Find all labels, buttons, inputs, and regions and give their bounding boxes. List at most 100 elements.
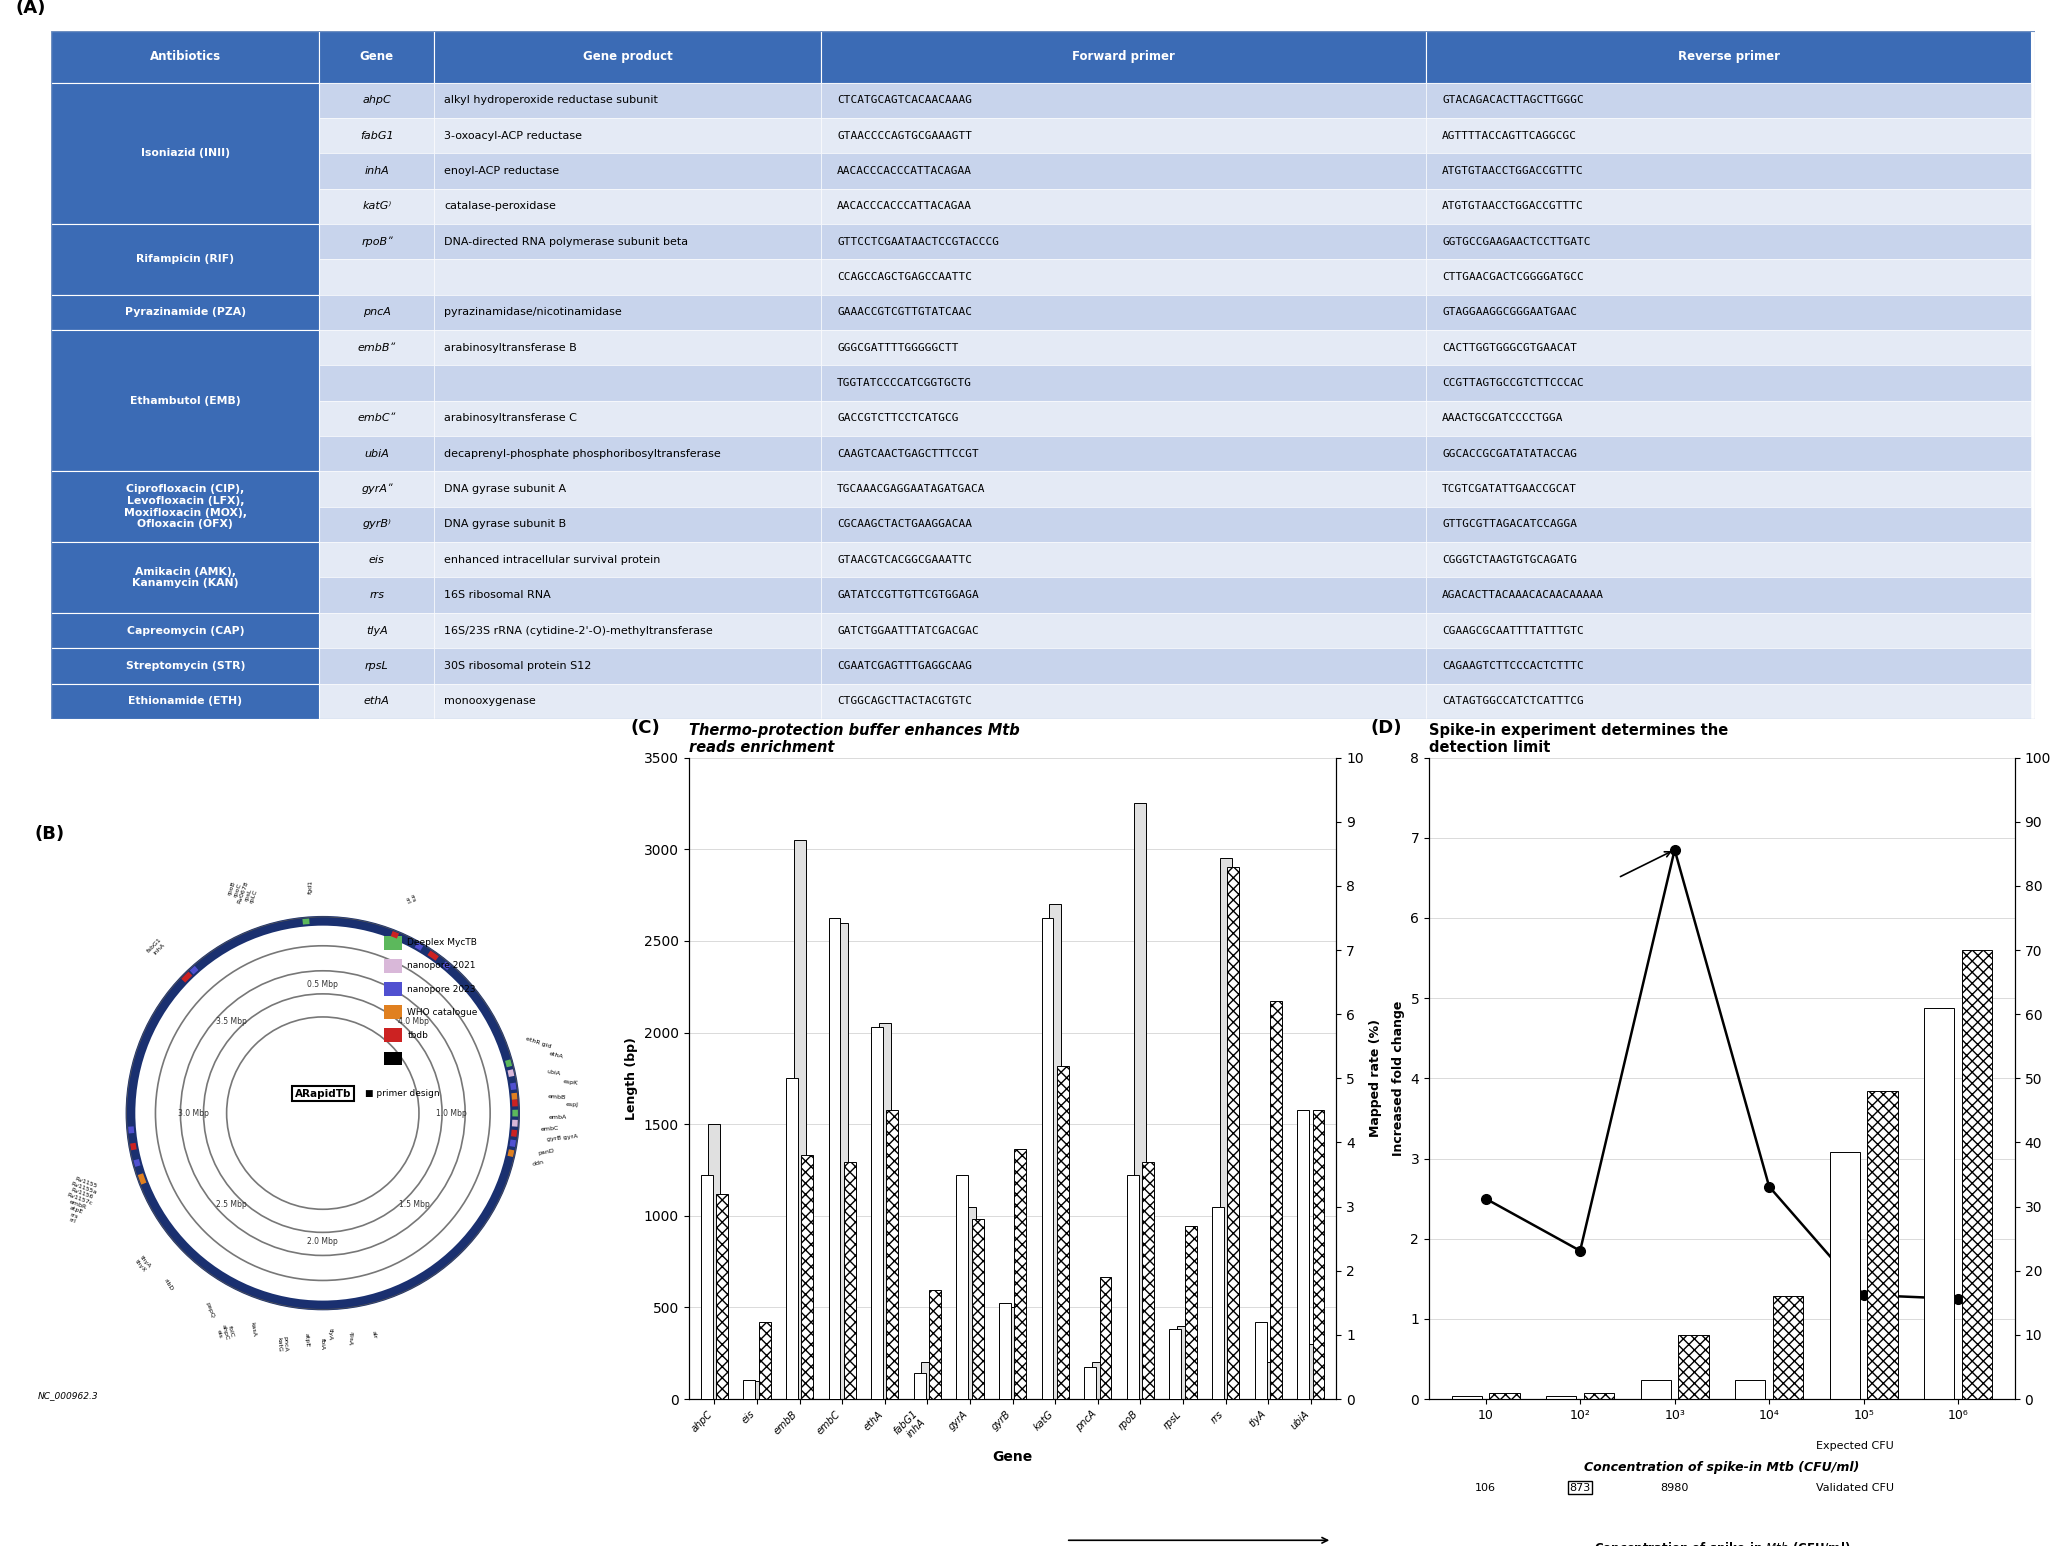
Bar (1297, 1110, 1310, 1399)
Bar (319, 543, 434, 578)
Text: Antibiotics: Antibiotics (150, 49, 220, 63)
Bar (1427, 82, 2031, 117)
Bar (1678, 1334, 1709, 1399)
Bar (1084, 1367, 1096, 1399)
Text: ATGTGTAACCTGGACCGTTTC: ATGTGTAACCTGGACCGTTTC (1441, 201, 1583, 212)
Bar (434, 153, 820, 189)
Bar (319, 189, 434, 224)
Text: 16S ribosomal RNA: 16S ribosomal RNA (444, 591, 551, 600)
Text: 3-oxoacyl-ACP reductase: 3-oxoacyl-ACP reductase (444, 130, 582, 141)
Bar (820, 436, 1427, 472)
Bar (1546, 1396, 1577, 1399)
Text: rpsA: rpsA (347, 1331, 354, 1345)
Bar (1271, 1002, 1281, 1399)
Bar (1427, 507, 2031, 543)
Text: 2.0 Mbp: 2.0 Mbp (308, 1237, 337, 1246)
Bar (1427, 31, 2031, 82)
Y-axis label: Mapped rate (%): Mapped rate (%) (1369, 1019, 1382, 1138)
Bar (1427, 189, 2031, 224)
Bar (1427, 400, 2031, 436)
Text: CCGTTAGTGCCGTCTTCCCAC: CCGTTAGTGCCGTCTTCCCAC (1441, 379, 1583, 388)
Text: GTAACCCCAGTGCGAAAGTT: GTAACCCCAGTGCGAAAGTT (837, 130, 972, 141)
Bar (319, 117, 434, 153)
Text: Amikacin (AMK),
Kanamycin (KAN): Amikacin (AMK), Kanamycin (KAN) (132, 567, 238, 589)
Text: GAAACCGTCGTTGTATCAAC: GAAACCGTCGTTGTATCAAC (837, 308, 972, 317)
Bar (1254, 1322, 1266, 1399)
Bar (820, 189, 1427, 224)
Text: Ethionamide (ETH): Ethionamide (ETH) (127, 696, 243, 707)
Bar (384, 982, 401, 996)
Text: CGAAGCGCAATTTTATTTGTC: CGAAGCGCAATTTTATTTGTC (1441, 626, 1583, 635)
Text: 106: 106 (1474, 1483, 1497, 1492)
Bar (956, 1175, 968, 1399)
Bar (1583, 1393, 1614, 1399)
Text: Reverse primer: Reverse primer (1678, 49, 1780, 63)
Bar (820, 612, 1427, 648)
Text: rpoB
rpoC
Rv0678
rpsL
rpLC: rpoB rpoC Rv0678 rpsL rpLC (226, 877, 259, 909)
Bar (820, 472, 1427, 507)
Text: AAACTGCGATCCCCTGGA: AAACTGCGATCCCCTGGA (1441, 413, 1565, 424)
Bar (434, 31, 820, 82)
Text: Deeplex MycTB: Deeplex MycTB (407, 938, 477, 948)
Bar (434, 117, 820, 153)
Text: 1.0 Mbp: 1.0 Mbp (436, 1108, 467, 1118)
Text: fabG1
inhA: fabG1 inhA (146, 937, 167, 957)
Bar (964, 1206, 977, 1399)
Text: gyrB gyrA: gyrB gyrA (547, 1135, 578, 1142)
Text: embA: embA (549, 1115, 567, 1119)
Bar (1961, 949, 1992, 1399)
Text: CTTGAACGACTCGGGGATGCC: CTTGAACGACTCGGGGATGCC (1441, 272, 1583, 281)
Bar (794, 839, 806, 1399)
Text: ddn: ddn (533, 1160, 545, 1167)
Bar (820, 507, 1427, 543)
Bar (319, 82, 434, 117)
Bar (1135, 804, 1147, 1399)
Text: alr: alr (370, 1330, 376, 1339)
Bar (51, 295, 319, 329)
Bar (319, 295, 434, 329)
Bar (434, 683, 820, 719)
Bar (1092, 1362, 1104, 1399)
Bar (51, 31, 319, 82)
Text: tlyA: tlyA (327, 1328, 333, 1340)
Text: fabG1: fabG1 (360, 130, 393, 141)
Text: ubiA: ubiA (364, 448, 389, 459)
Bar (820, 117, 1427, 153)
Bar (434, 648, 820, 683)
Text: DNA-directed RNA polymerase subunit beta: DNA-directed RNA polymerase subunit beta (444, 237, 689, 247)
Bar (384, 1028, 401, 1042)
Text: CGGGTCTAAGTGTGCAGATG: CGGGTCTAAGTGTGCAGATG (1441, 555, 1577, 564)
Bar (820, 153, 1427, 189)
Bar (1227, 867, 1240, 1399)
Bar (51, 683, 319, 719)
Bar (701, 1175, 713, 1399)
Text: kasA: kasA (249, 1322, 257, 1337)
Bar (384, 1051, 401, 1065)
X-axis label: Gene: Gene (993, 1450, 1032, 1464)
Text: ribD: ribD (162, 1277, 175, 1291)
Text: AACACCCACCCATTACAGAA: AACACCCACCCATTACAGAA (837, 165, 972, 176)
Text: GTTCCTCGAATAACTCCGTACCCG: GTTCCTCGAATAACTCCGTACCCG (837, 237, 999, 247)
Bar (1143, 1161, 1153, 1399)
Text: ahpC: ahpC (362, 96, 391, 105)
Text: 3.0 Mbp: 3.0 Mbp (179, 1108, 210, 1118)
Text: nanopore 2023: nanopore 2023 (407, 985, 475, 994)
Bar (384, 937, 401, 949)
Text: pncA: pncA (362, 308, 391, 317)
Text: CGCAAGCTACTGAAGGACAA: CGCAAGCTACTGAAGGACAA (837, 519, 972, 529)
Bar (820, 224, 1427, 260)
Text: rpsL: rpsL (364, 660, 389, 671)
Bar (1427, 329, 2031, 365)
Bar (1170, 1328, 1182, 1399)
Bar (1830, 1152, 1861, 1399)
Bar (1042, 918, 1053, 1399)
Text: 3.5 Mbp: 3.5 Mbp (216, 1017, 247, 1027)
Text: tbdb: tbdb (407, 1031, 428, 1040)
Bar (319, 329, 434, 365)
Y-axis label: Increased fold change: Increased fold change (1392, 1000, 1404, 1156)
Bar (1219, 858, 1232, 1399)
Bar (872, 1027, 884, 1399)
Text: GATATCCGTTGTTCGTGGAGA: GATATCCGTTGTTCGTGGAGA (837, 591, 979, 600)
Bar (51, 472, 319, 543)
Bar (1924, 1008, 1955, 1399)
